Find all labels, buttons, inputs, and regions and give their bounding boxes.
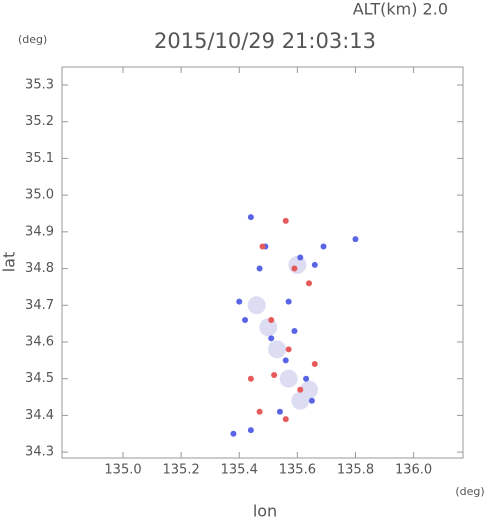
data-point: [259, 243, 266, 250]
data-point: [288, 255, 307, 274]
data-point: [282, 416, 289, 423]
data-point: [297, 254, 304, 261]
data-point: [268, 316, 275, 323]
y-tick-label: 35.1: [25, 151, 54, 166]
data-point: [271, 372, 278, 379]
x-tick-label: 136.0: [395, 463, 432, 478]
x-unit: (deg): [455, 485, 484, 498]
data-point: [268, 335, 275, 342]
data-point: [308, 397, 315, 404]
y-tick-label: 35.0: [25, 188, 54, 203]
plot-frame: [61, 66, 464, 459]
data-point: [305, 280, 312, 287]
data-point: [297, 386, 304, 393]
data-point: [320, 243, 327, 250]
data-point: [242, 316, 249, 323]
data-point: [291, 265, 298, 272]
data-point: [279, 369, 298, 388]
y-tick-label: 34.4: [25, 408, 54, 423]
data-point: [256, 265, 263, 272]
annotation: ALT(km) 2.0: [353, 0, 448, 19]
data-point: [268, 340, 287, 359]
data-point: [247, 296, 266, 315]
data-point: [230, 430, 237, 437]
y-axis-label: lat: [0, 252, 19, 273]
data-point: [285, 298, 292, 305]
x-tick-label: 135.6: [279, 463, 316, 478]
data-point: [303, 375, 310, 382]
x-tick-label: 135.0: [104, 463, 141, 478]
data-point: [276, 408, 283, 415]
data-point: [247, 375, 254, 382]
y-tick-label: 34.3: [25, 445, 54, 460]
y-tick-label: 35.3: [25, 77, 54, 92]
data-point: [311, 361, 318, 368]
x-tick-label: 135.8: [337, 463, 374, 478]
x-tick-label: 135.4: [221, 463, 258, 478]
x-axis-label: lon: [253, 502, 277, 521]
y-tick-label: 34.7: [25, 298, 54, 313]
y-tick-label: 34.5: [25, 371, 54, 386]
data-point: [285, 346, 292, 353]
y-tick-label: 34.8: [25, 261, 54, 276]
data-point: [291, 327, 298, 334]
y-tick-label: 34.6: [25, 334, 54, 349]
data-point: [311, 261, 318, 268]
y-tick-label: 34.9: [25, 224, 54, 239]
data-point: [352, 236, 359, 243]
data-point: [247, 427, 254, 434]
data-point: [247, 214, 254, 221]
data-point: [259, 318, 278, 337]
chart-title: 2015/10/29 21:03:13: [154, 29, 376, 53]
data-point: [236, 298, 243, 305]
y-unit: (deg): [18, 33, 47, 46]
data-point: [282, 357, 289, 364]
y-tick-label: 35.2: [25, 114, 54, 129]
data-point: [256, 408, 263, 415]
data-point: [299, 380, 318, 399]
x-tick-label: 135.2: [163, 463, 200, 478]
data-point: [282, 217, 289, 224]
